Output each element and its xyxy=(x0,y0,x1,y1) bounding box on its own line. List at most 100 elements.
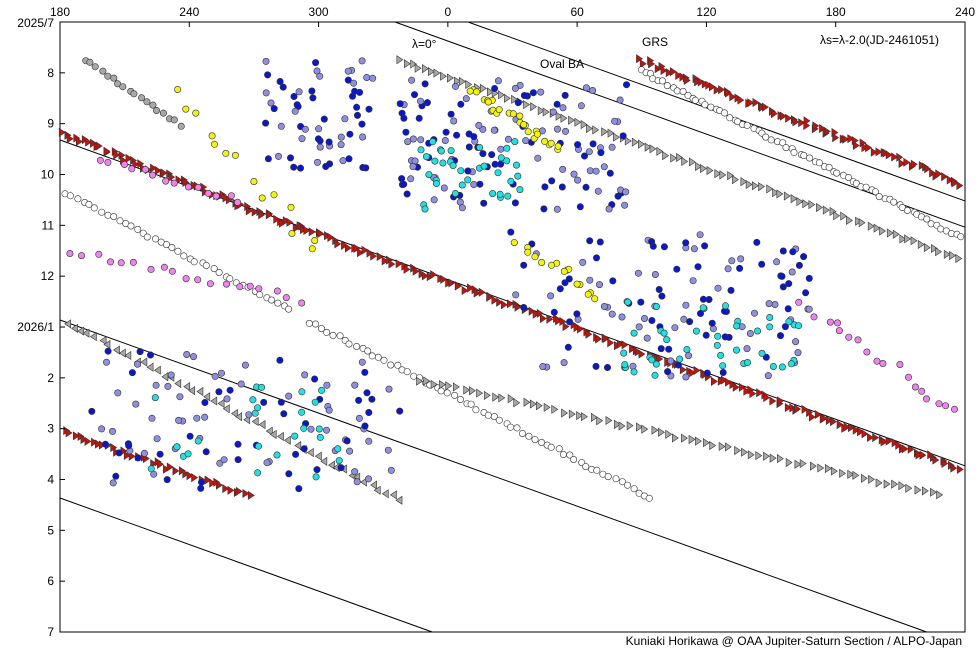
obs-point xyxy=(927,220,935,228)
obs-triangle xyxy=(932,455,940,465)
obs-point xyxy=(222,149,230,157)
obs-triangle xyxy=(714,169,722,179)
obs-triangle xyxy=(328,460,335,470)
obs-triangle xyxy=(669,67,677,77)
obs-point xyxy=(276,356,284,364)
obs-point xyxy=(624,298,632,306)
obs-point xyxy=(594,187,602,195)
obs-triangle xyxy=(651,425,659,435)
obs-point xyxy=(223,280,231,288)
credit-text: Kuniaki Horikawa @ OAA Jupiter-Saturn Se… xyxy=(625,634,962,648)
obs-triangle xyxy=(483,390,491,400)
obs-point xyxy=(835,327,843,335)
obs-point xyxy=(622,81,630,89)
obs-triangle xyxy=(905,483,913,493)
obs-point xyxy=(362,164,370,172)
obs-triangle xyxy=(758,182,766,192)
obs-triangle xyxy=(769,396,777,406)
obs-triangle xyxy=(555,316,562,326)
obs-triangle xyxy=(85,137,93,147)
obs-point xyxy=(494,77,502,85)
obs-point xyxy=(262,119,270,127)
obs-point xyxy=(612,475,620,483)
obs-triangle xyxy=(366,248,374,258)
obs-point xyxy=(790,148,798,156)
obs-point xyxy=(781,323,789,331)
obs-point xyxy=(629,362,637,370)
obs-triangle xyxy=(166,462,174,472)
obs-point xyxy=(358,57,366,65)
obs-triangle xyxy=(729,92,737,102)
obs-triangle xyxy=(708,82,716,92)
obs-triangle xyxy=(924,164,932,174)
obs-point xyxy=(564,343,572,351)
obs-triangle xyxy=(103,339,111,350)
obs-point xyxy=(136,348,144,356)
obs-point xyxy=(95,250,103,258)
obs-point xyxy=(274,299,282,307)
obs-point xyxy=(623,481,631,489)
obs-point xyxy=(520,303,528,311)
obs-triangle xyxy=(353,243,361,253)
obs-point xyxy=(470,181,478,189)
obs-triangle xyxy=(799,459,807,469)
obs-triangle xyxy=(72,431,80,441)
x-tick-label: 60 xyxy=(570,5,584,19)
obs-triangle xyxy=(161,372,169,382)
obs-triangle xyxy=(918,160,926,171)
obs-triangle xyxy=(875,147,883,157)
obs-triangle xyxy=(802,199,810,209)
obs-point xyxy=(574,176,582,184)
obs-point xyxy=(680,315,688,323)
obs-triangle xyxy=(741,447,748,457)
obs-point xyxy=(206,280,214,288)
obs-point xyxy=(782,144,790,152)
obs-triangle xyxy=(357,248,364,258)
obs-triangle xyxy=(737,95,745,105)
obs-point xyxy=(174,86,182,94)
obs-triangle xyxy=(292,223,300,233)
obs-point xyxy=(134,454,142,462)
obs-triangle xyxy=(636,422,643,432)
obs-point xyxy=(148,414,156,422)
obs-point xyxy=(262,57,270,65)
obs-point xyxy=(190,258,198,266)
obs-point xyxy=(758,349,766,357)
obs-point xyxy=(437,387,445,395)
obs-point xyxy=(385,385,393,393)
obs-triangle xyxy=(654,64,662,74)
obs-triangle xyxy=(395,259,403,269)
obs-triangle xyxy=(523,100,531,110)
obs-triangle xyxy=(341,240,348,250)
obs-point xyxy=(250,178,258,186)
obs-triangle xyxy=(639,59,647,69)
obs-point xyxy=(788,268,796,276)
obs-point xyxy=(769,362,777,370)
obs-point xyxy=(220,456,228,464)
x-tick-label: 120 xyxy=(696,5,716,19)
obs-triangle xyxy=(172,466,180,476)
obs-point xyxy=(173,443,181,451)
obs-point xyxy=(374,353,382,361)
obs-point xyxy=(96,156,104,164)
obs-point xyxy=(104,158,112,166)
x-tick-label: 300 xyxy=(309,5,329,19)
obs-point xyxy=(337,133,345,141)
obs-triangle xyxy=(843,422,851,432)
obs-point xyxy=(618,478,626,486)
obs-triangle xyxy=(700,163,707,174)
obs-point xyxy=(766,313,774,321)
obs-point xyxy=(167,371,175,379)
obs-triangle xyxy=(867,221,875,231)
obs-point xyxy=(637,298,645,306)
obs-triangle xyxy=(601,127,609,137)
obs-triangle xyxy=(955,253,963,264)
obs-point xyxy=(553,100,561,108)
obs-point xyxy=(622,188,630,196)
obs-point xyxy=(314,135,322,143)
obs-triangle xyxy=(626,421,634,431)
obs-point xyxy=(437,147,445,155)
obs-point xyxy=(223,395,231,403)
drift-line xyxy=(394,21,966,228)
obs-point xyxy=(652,302,660,310)
